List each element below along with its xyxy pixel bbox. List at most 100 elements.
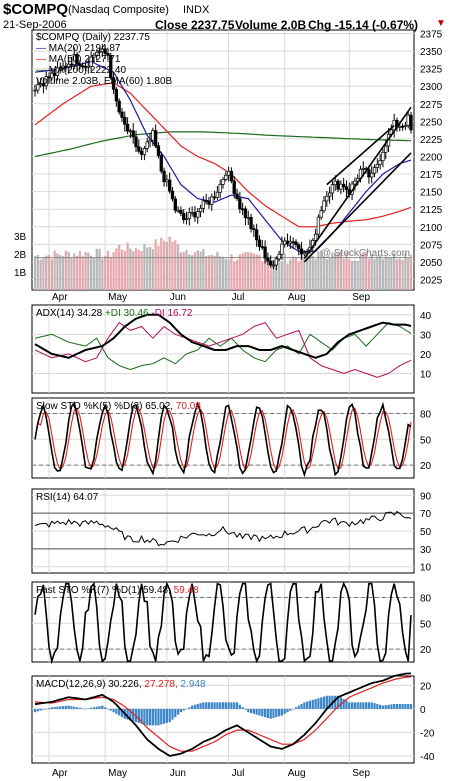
macd-histogram-bar [70,706,73,709]
volume-bar [336,253,340,290]
macd-histogram-bar [224,702,227,709]
macd-histogram-bar [185,708,188,710]
volume-bar [289,259,292,290]
volume-bar [202,249,205,290]
volume-bar [219,256,222,290]
volume-bar [308,254,312,290]
price-candle-body [139,150,144,155]
macd-histogram-bar [384,705,387,709]
macd-histogram-bar [317,698,320,709]
price-candle-body [283,240,287,245]
macd-histogram-bar [249,708,253,714]
price-candle-body [131,130,135,138]
macd-histogram-bar [401,703,404,709]
volume-bar [356,260,359,290]
volume-bar [322,256,326,290]
macd-histogram-bar [387,704,390,709]
price-candle-body [361,168,365,170]
price-candle-body [224,174,228,180]
macd-histogram-bar [320,697,323,709]
volume-bar [241,253,244,290]
price-candle-body [243,208,248,219]
price-candle-body [277,253,281,260]
volume-bar [283,253,286,290]
y-tick-label: 2050 [420,258,443,269]
series-layer [33,43,413,757]
month-tick-label: Aug [288,768,306,779]
y-tick-label: 2025 [420,275,443,286]
y-tick-label: -20 [420,728,435,739]
price-candle-body [336,180,340,190]
macd-histogram-bar [356,702,359,709]
volume-bar [339,251,342,290]
y-tick-label: 2225 [420,135,443,146]
macd-histogram-bar [61,706,65,709]
legend-item: +DI 30.46 [105,308,151,319]
panel-frame [31,675,415,764]
volume-bar [277,256,281,290]
macd-histogram-bar [171,708,174,720]
macd-histogram-bar [129,708,132,721]
macd-histogram-bar [157,708,160,726]
volume-bar [244,251,247,290]
volume-tick-label: 2B [14,250,27,261]
legend-text: $COMPQ (Daily) 2237.75 [36,32,150,43]
macd-histogram-bar [255,708,258,715]
legend-text: Fast STO %K(7) %D(1) 59.48, 59.48 [36,585,199,596]
macd-histogram-bar [390,704,393,709]
volume-bar [179,252,183,290]
volume-bar [101,258,104,290]
macd-histogram-bar [393,703,396,709]
macd-histogram-bar [188,707,191,709]
price-candle-body [370,172,374,178]
macd-histogram-bar [146,708,149,726]
price-candle-body [170,190,175,200]
volume-bar [227,259,230,290]
volume-bar [75,255,79,290]
volume-bar [112,252,115,290]
volume-bar [350,260,354,290]
price-candle-body [89,56,93,67]
volume-bar [334,252,337,290]
legend-item: ADX(14) 34.28 [36,308,105,319]
macd-histogram-bar [294,707,298,709]
price-candle-body [86,65,90,68]
volume-bar [317,251,320,290]
legend-text: Slow STO %K(5) %D(3) 65.02, 70.08 [36,401,201,412]
price-candle-body [285,240,290,244]
macd-histogram-bar [59,706,62,709]
macd-histogram-bar [193,704,197,709]
macd-histogram-bar [162,708,166,724]
price-candle-body [266,257,270,262]
y-tick-label: 10 [420,369,432,380]
legend-text: — MA(20) 2194.87 [36,43,121,54]
price-candle-body [215,191,220,198]
macd-histogram-bar [67,705,70,709]
volume-bar [269,261,272,290]
price-candle-body [128,130,133,133]
volume-bar [381,259,385,290]
legend-item: 70.08 [176,401,201,412]
volume-bar [47,254,51,290]
volume-bar [252,253,255,290]
price-candle-body [367,169,371,178]
watermark: @ StockCharts.com [321,248,410,259]
price-candle-body [36,84,40,91]
volume-bar [230,254,233,290]
price-candle-body [235,193,239,199]
price-candle-body [120,111,124,118]
price-candle-body [297,244,301,250]
y-tick-label: 2125 [420,205,443,216]
price-candle-body [409,114,413,131]
macd-histogram-bar [303,702,306,709]
volume-bar [115,248,118,290]
month-tick-label: Jul [232,292,245,303]
y-tick-label: 20 [420,350,432,361]
y-tick-label: 90 [420,491,432,502]
macd-histogram-bar [373,703,376,709]
price-candle-body [339,183,343,190]
macd-histogram-bar [235,702,239,709]
legend-text: RSI(14) 64.07 [36,492,99,503]
volume-tick-label: 3B [14,232,27,243]
